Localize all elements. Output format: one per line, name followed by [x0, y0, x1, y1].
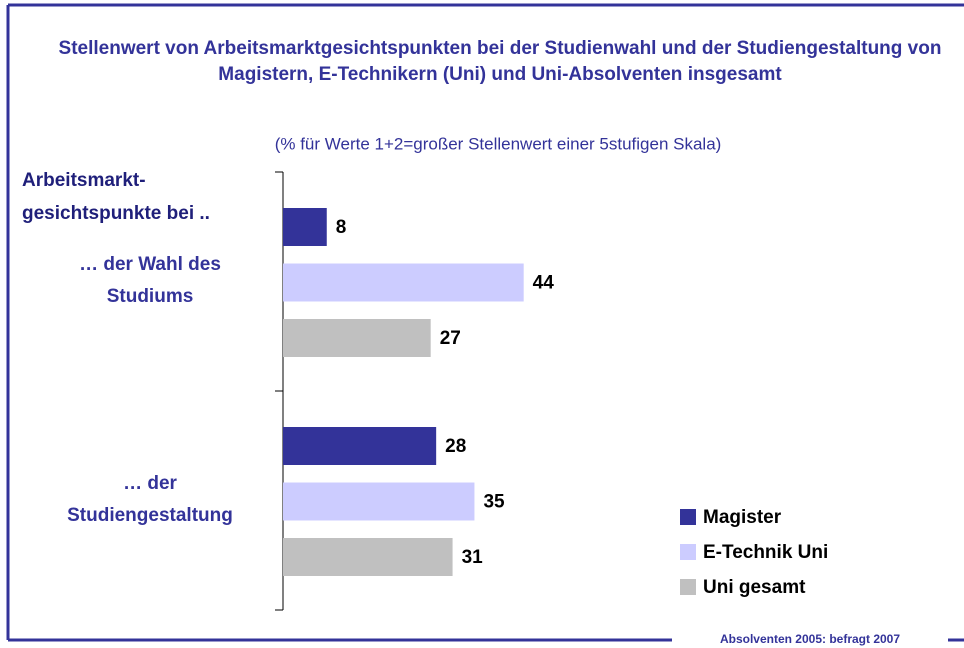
- legend-swatch: [680, 579, 696, 595]
- legend-swatch: [680, 509, 696, 525]
- bar: [283, 263, 524, 302]
- bar: [283, 538, 453, 576]
- category-label: … der Studiengestaltung: [67, 472, 233, 526]
- value-label: 44: [533, 273, 555, 294]
- value-label: 35: [483, 492, 505, 513]
- y-axis-label: Arbeitsmarkt-gesichtspunkte bei ..: [22, 170, 210, 224]
- value-label: 31: [462, 547, 484, 568]
- bar: [283, 427, 437, 465]
- bar: [283, 482, 475, 521]
- legend-label: Uni gesamt: [703, 577, 806, 598]
- legend-swatch: [680, 544, 696, 560]
- chart-title: Stellenwert von Arbeitsmarktgesichtspunk…: [58, 38, 942, 85]
- bar: [283, 319, 431, 357]
- subtitle: (% für Werte 1+2=großer Stellenwert eine…: [275, 134, 722, 153]
- bar: [283, 208, 327, 246]
- value-label: 27: [440, 328, 461, 349]
- value-label: 28: [445, 436, 466, 457]
- value-label: 8: [336, 217, 347, 238]
- legend-label: Magister: [703, 507, 782, 528]
- legend-label: E-Technik Uni: [703, 542, 828, 563]
- footer: Absolventen 2005: befragt 2007: [720, 632, 900, 646]
- category-label: … der Wahl des Studiums: [79, 253, 221, 307]
